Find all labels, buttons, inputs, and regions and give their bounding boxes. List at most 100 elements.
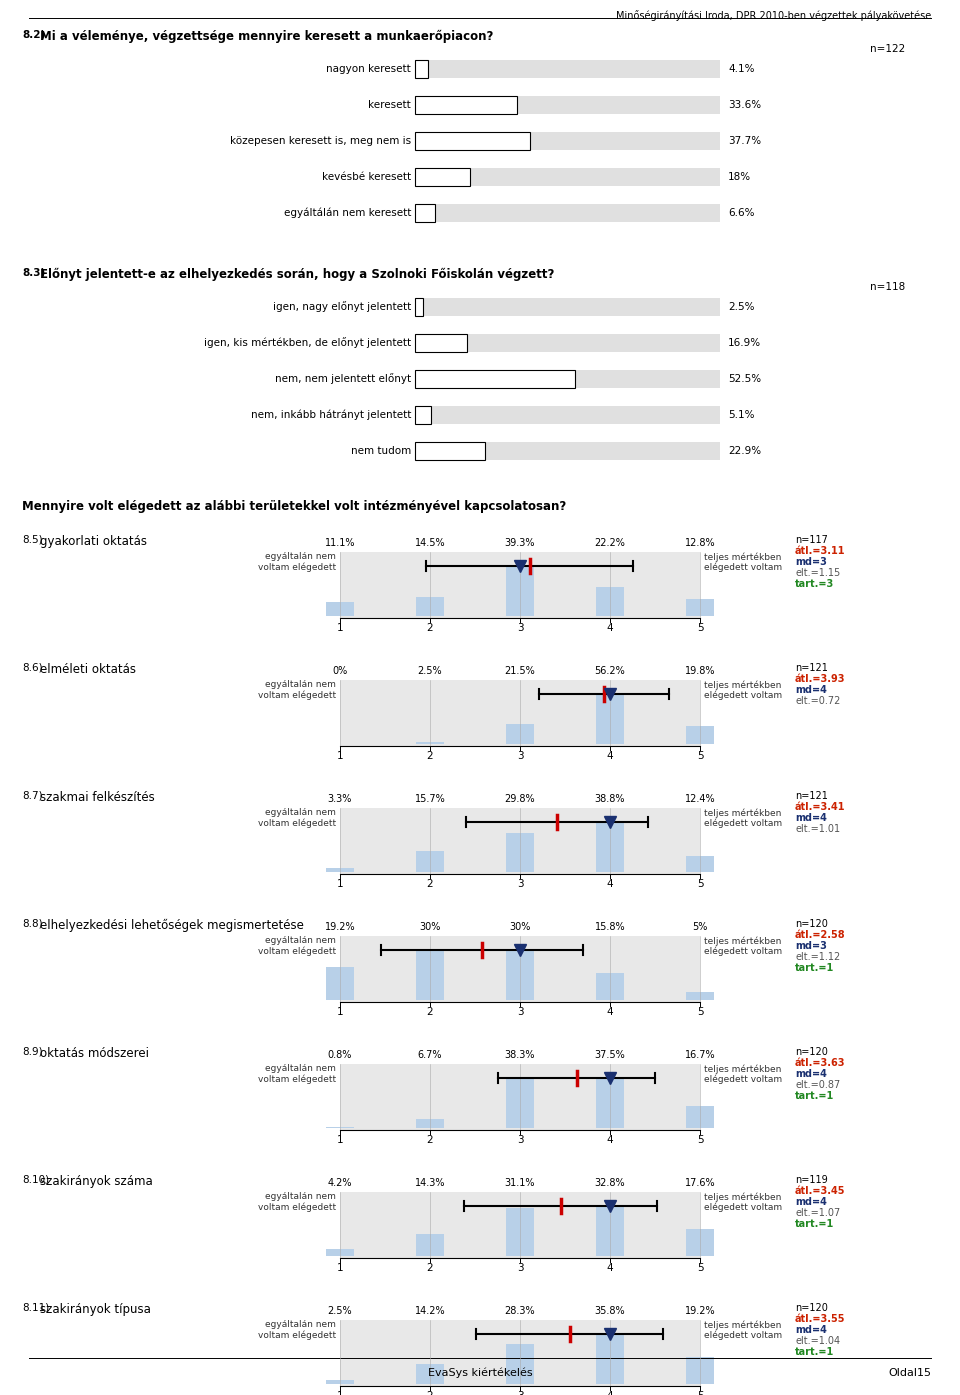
Bar xyxy=(686,1106,714,1129)
Bar xyxy=(596,1205,624,1256)
Text: egyáltalán nem
voltam elégedett: egyáltalán nem voltam elégedett xyxy=(258,679,336,700)
Text: 6.7%: 6.7% xyxy=(418,1050,443,1060)
Text: 0.8%: 0.8% xyxy=(327,1050,352,1060)
Bar xyxy=(340,1320,700,1387)
Text: 12.8%: 12.8% xyxy=(684,538,715,548)
Text: 4.2%: 4.2% xyxy=(327,1177,352,1189)
Text: 2: 2 xyxy=(426,879,433,889)
Text: nem, nem jelentett előnyt: nem, nem jelentett előnyt xyxy=(275,374,411,385)
Bar xyxy=(506,724,534,744)
Text: teljes mértékben
elégedett voltam: teljes mértékben elégedett voltam xyxy=(704,679,782,700)
Text: 4: 4 xyxy=(607,1262,613,1274)
Text: nem tudom: nem tudom xyxy=(350,446,411,456)
Text: 2: 2 xyxy=(426,1391,433,1395)
Bar xyxy=(416,949,444,1000)
Text: Mennyire volt elégedett az alábbi területekkel volt intézményével kapcsolatosan?: Mennyire volt elégedett az alábbi terüle… xyxy=(22,499,566,513)
Text: 52.5%: 52.5% xyxy=(728,374,761,384)
Bar xyxy=(415,133,530,151)
Text: elt.=0.87: elt.=0.87 xyxy=(795,1080,840,1089)
Bar xyxy=(506,1077,534,1129)
Text: elt.=1.01: elt.=1.01 xyxy=(795,824,840,834)
Text: n=120: n=120 xyxy=(795,1303,828,1313)
Text: 18%: 18% xyxy=(728,172,751,181)
Text: 8.11): 8.11) xyxy=(22,1303,49,1313)
Text: Mi a véleménye, végzettsége mennyire keresett a munkaerőpiacon?: Mi a véleménye, végzettsége mennyire ker… xyxy=(40,31,493,43)
Text: 3.3%: 3.3% xyxy=(327,794,352,804)
Text: teljes mértékben
elégedett voltam: teljes mértékben elégedett voltam xyxy=(704,1064,782,1084)
Text: 31.1%: 31.1% xyxy=(505,1177,536,1189)
Text: elt.=1.07: elt.=1.07 xyxy=(795,1208,840,1218)
Text: egyáltalán nem
voltam elégedett: egyáltalán nem voltam elégedett xyxy=(258,1320,336,1341)
Text: 0%: 0% xyxy=(332,665,348,677)
Bar xyxy=(686,1357,714,1384)
Text: 3: 3 xyxy=(516,1262,523,1274)
Text: 35.8%: 35.8% xyxy=(594,1306,625,1315)
Bar xyxy=(415,299,720,317)
Text: tart.=1: tart.=1 xyxy=(795,1091,834,1101)
Text: elt.=1.12: elt.=1.12 xyxy=(795,951,840,963)
Text: szakirányok típusa: szakirányok típusa xyxy=(40,1303,151,1315)
Text: 37.5%: 37.5% xyxy=(594,1050,625,1060)
Text: 2: 2 xyxy=(426,1007,433,1017)
Text: 16.9%: 16.9% xyxy=(728,338,761,347)
Text: tart.=1: tart.=1 xyxy=(795,1219,834,1229)
Text: md=4: md=4 xyxy=(795,1197,827,1207)
Text: 4: 4 xyxy=(607,751,613,762)
Text: egyáltálán nem keresett: egyáltálán nem keresett xyxy=(283,208,411,218)
Text: 16.7%: 16.7% xyxy=(684,1050,715,1060)
Text: egyáltalán nem
voltam elégedett: egyáltalán nem voltam elégedett xyxy=(258,1191,336,1212)
Text: igen, kis mértékben, de előnyt jelentett: igen, kis mértékben, de előnyt jelentett xyxy=(204,338,411,349)
Text: Oldal15: Oldal15 xyxy=(888,1368,931,1378)
Bar xyxy=(506,949,534,1000)
Text: 21.5%: 21.5% xyxy=(505,665,536,677)
Text: 1: 1 xyxy=(337,751,344,762)
Bar xyxy=(340,1191,700,1258)
Text: 3: 3 xyxy=(516,879,523,889)
Text: md=4: md=4 xyxy=(795,1069,827,1078)
Text: 29.8%: 29.8% xyxy=(505,794,536,804)
Bar xyxy=(596,822,624,872)
Bar xyxy=(415,442,720,460)
Bar xyxy=(686,992,714,1000)
Text: 1: 1 xyxy=(337,624,344,633)
Text: 30%: 30% xyxy=(420,922,441,932)
Text: átl.=3.93: átl.=3.93 xyxy=(795,674,846,684)
Text: egyáltalán nem
voltam elégedett: egyáltalán nem voltam elégedett xyxy=(258,552,336,572)
Text: 3: 3 xyxy=(516,624,523,633)
Text: 8.2): 8.2) xyxy=(22,31,45,40)
Text: 4: 4 xyxy=(607,879,613,889)
Text: 12.4%: 12.4% xyxy=(684,794,715,804)
Bar xyxy=(415,370,720,388)
Text: n=121: n=121 xyxy=(795,791,828,801)
Text: 1: 1 xyxy=(337,1007,344,1017)
Bar xyxy=(596,693,624,744)
Text: 4.1%: 4.1% xyxy=(728,64,755,74)
Bar xyxy=(415,96,720,114)
Text: n=121: n=121 xyxy=(795,663,828,672)
Text: átl.=3.11: átl.=3.11 xyxy=(795,545,846,557)
Text: 5.1%: 5.1% xyxy=(728,410,755,420)
Text: 3: 3 xyxy=(516,1136,523,1145)
Text: 5: 5 xyxy=(697,1136,704,1145)
Text: 28.3%: 28.3% xyxy=(505,1306,536,1315)
Text: átl.=3.63: átl.=3.63 xyxy=(795,1057,846,1069)
Text: 4: 4 xyxy=(607,1136,613,1145)
Text: 33.6%: 33.6% xyxy=(728,100,761,110)
Text: 2.5%: 2.5% xyxy=(728,301,755,312)
Text: n=117: n=117 xyxy=(795,536,828,545)
Text: oktatás módszerei: oktatás módszerei xyxy=(40,1048,149,1060)
Bar xyxy=(415,167,469,186)
Bar xyxy=(415,204,435,222)
Text: 19.8%: 19.8% xyxy=(684,665,715,677)
Text: teljes mértékben
elégedett voltam: teljes mértékben elégedett voltam xyxy=(704,1320,782,1341)
Text: 14.2%: 14.2% xyxy=(415,1306,445,1315)
Text: 1: 1 xyxy=(337,1262,344,1274)
Text: 3: 3 xyxy=(516,1007,523,1017)
Text: Minőségirányítási Iroda, DPR 2010-ben végzettek pályakövetése: Minőségirányítási Iroda, DPR 2010-ben vé… xyxy=(615,10,931,21)
Bar xyxy=(415,406,720,424)
Text: 11.1%: 11.1% xyxy=(324,538,355,548)
Text: teljes mértékben
elégedett voltam: teljes mértékben elégedett voltam xyxy=(704,808,782,829)
Bar xyxy=(416,1119,444,1129)
Text: 5: 5 xyxy=(697,751,704,762)
Text: 37.7%: 37.7% xyxy=(728,135,761,146)
